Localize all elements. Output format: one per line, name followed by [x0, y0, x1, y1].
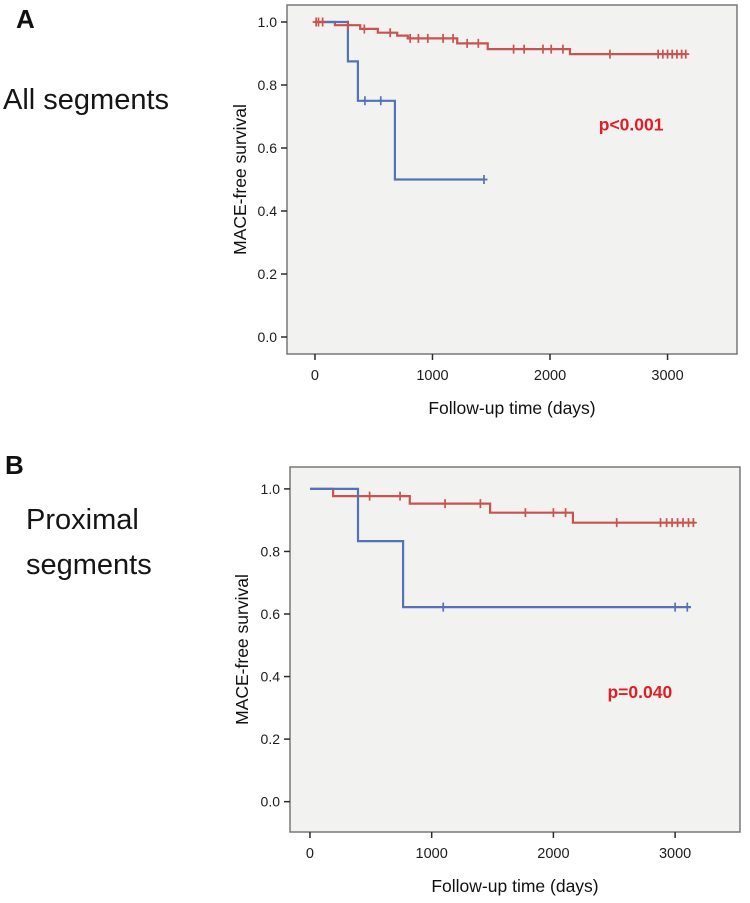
censor-mark-red-group [657, 518, 665, 528]
y-axis-tick-label: 0.0 [258, 329, 278, 345]
y-axis-tick-label: 0.2 [261, 731, 281, 747]
censor-mark-red-group [474, 38, 482, 48]
km-curve-red-group [310, 487, 696, 524]
censor-mark-red-group [510, 44, 518, 54]
x-axis-tick-label: 1000 [416, 368, 448, 384]
km-curve-blue-group [310, 487, 691, 609]
censor-mark-blue-group [377, 96, 385, 106]
panel-a-caption: All segments [3, 78, 169, 123]
censor-mark-red-group [414, 33, 422, 43]
censor-mark-red-group [441, 499, 449, 509]
censor-mark-blue-group [683, 602, 691, 612]
censor-mark-red-group [476, 499, 484, 509]
censor-mark-red-group [344, 20, 352, 30]
km-chart-panel-A: 0.0 0.2 0.4 0.6 0.8 1.0 0 1000 2000 3000 Follow-up… [230, 4, 738, 418]
y-axis-title: MACE-free survival [232, 574, 252, 725]
km-chart-panel-B: 0.0 0.2 0.4 0.6 0.8 1.0 0 1000 2000 3000 Follow-up… [232, 466, 741, 896]
y-axis-tick-label: 0.0 [261, 794, 281, 810]
censor-mark-blue-group [480, 175, 488, 184]
censor-mark-red-group [521, 508, 529, 518]
x-axis-tick-label: 2000 [537, 846, 569, 862]
censor-mark-red-group [463, 38, 471, 48]
plot-area [289, 466, 741, 833]
censor-mark-red-group [547, 44, 555, 54]
panel-b-letter: B [5, 450, 24, 480]
x-axis-tick-label: 0 [311, 368, 319, 384]
censor-mark-red-group [549, 508, 557, 518]
censor-mark-red-group [386, 28, 394, 38]
y-axis-title: MACE-free survival [230, 104, 250, 255]
censor-mark-red-group [682, 49, 690, 59]
censor-mark-red-group [439, 33, 447, 43]
censor-mark-red-group [424, 33, 432, 43]
x-axis-tick-label: 2000 [534, 368, 566, 384]
y-axis-tick-label: 0.8 [261, 543, 281, 559]
censor-mark-blue-group [361, 96, 369, 106]
censor-mark-red-group [319, 17, 327, 27]
censor-mark-red-group [689, 518, 697, 528]
panel-b-caption-line: segments [26, 549, 152, 581]
p-value-annotation: p=0.040 [607, 682, 672, 702]
x-axis-tick-label: 3000 [659, 846, 691, 862]
censor-mark-red-group [360, 24, 368, 34]
panel-b-caption-line: Proximal [26, 504, 139, 536]
y-axis-tick-label: 0.6 [261, 606, 281, 622]
censor-mark-red-group [613, 518, 621, 528]
y-axis-tick-label: 1.0 [258, 14, 278, 30]
censor-mark-red-group [559, 44, 567, 54]
y-axis-tick-label: 0.4 [261, 669, 281, 685]
x-axis-tick-label: 0 [306, 846, 314, 862]
y-axis-tick-label: 0.2 [258, 266, 278, 282]
censor-mark-red-group [449, 33, 457, 43]
panel-a-caption-line: All segments [3, 84, 170, 116]
censor-mark-red-group [539, 44, 547, 54]
x-axis-tick-label: 1000 [416, 846, 448, 862]
x-axis-title: Follow-up time (days) [431, 876, 598, 896]
censor-mark-red-group [562, 508, 570, 518]
censor-mark-red-group [606, 49, 614, 59]
censor-mark-red-group [366, 491, 374, 501]
censor-mark-red-group [396, 491, 404, 501]
panel-a-letter: A [16, 4, 35, 34]
y-axis-tick-label: 1.0 [261, 481, 281, 497]
km-curve-red-group [315, 20, 687, 56]
p-value-annotation: p<0.001 [599, 114, 664, 134]
censor-mark-blue-group [671, 602, 679, 612]
x-axis-title: Follow-up time (days) [428, 398, 595, 418]
censor-mark-blue-group [439, 602, 447, 612]
censor-mark-red-group [406, 33, 414, 43]
x-axis-tick-label: 3000 [651, 368, 683, 384]
plot-area [286, 4, 738, 355]
y-axis-tick-label: 0.8 [258, 77, 278, 93]
y-axis-tick-label: 0.4 [258, 203, 278, 219]
panel-b-caption: Proximal segments [26, 498, 152, 588]
censor-mark-red-group [520, 44, 528, 54]
y-axis-tick-label: 0.6 [258, 140, 278, 156]
